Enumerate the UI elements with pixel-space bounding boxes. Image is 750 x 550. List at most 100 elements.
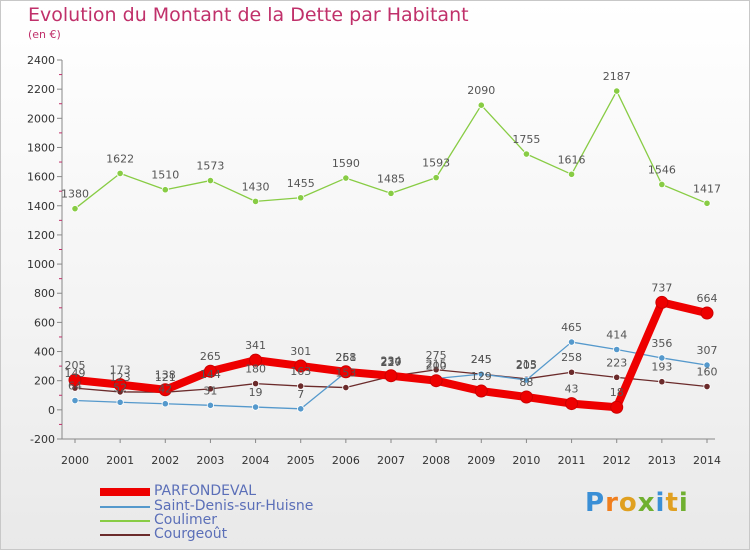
data-label-saint-denis-sur-huisne: 64 bbox=[68, 380, 82, 393]
data-point-coulimer bbox=[567, 170, 576, 178]
data-point-parfondeval bbox=[249, 353, 263, 367]
data-label-saint-denis-sur-huisne: 258 bbox=[335, 351, 356, 364]
x-tick-label: 2012 bbox=[603, 454, 631, 467]
data-point-saint-denis-sur-huisne bbox=[613, 345, 621, 354]
data-label-parfondeval: 129 bbox=[471, 370, 492, 383]
x-tick-label: 2010 bbox=[512, 454, 540, 467]
data-point-parfondeval bbox=[384, 369, 398, 383]
data-label-saint-denis-sur-huisne: 356 bbox=[651, 337, 672, 350]
legend-swatch bbox=[100, 488, 150, 496]
data-label-saint-denis-sur-huisne: 205 bbox=[516, 359, 537, 372]
x-tick-label: 2004 bbox=[242, 454, 270, 467]
data-label-saint-denis-sur-huisne: 465 bbox=[561, 321, 582, 334]
data-label-coulimer: 1616 bbox=[558, 153, 586, 166]
data-point-coulimer bbox=[342, 174, 350, 182]
x-tick-label: 2003 bbox=[196, 454, 224, 467]
data-label-saint-denis-sur-huisne: 42 bbox=[158, 383, 172, 396]
data-label-courgeo-t: 180 bbox=[245, 363, 266, 376]
x-tick-label: 2013 bbox=[648, 454, 676, 467]
data-point-parfondeval bbox=[700, 306, 714, 320]
legend-swatch bbox=[100, 534, 150, 536]
data-label-courgeo-t: 163 bbox=[290, 365, 311, 378]
data-label-parfondeval: 265 bbox=[200, 350, 221, 363]
data-point-courgeo-t bbox=[297, 382, 305, 390]
data-point-saint-denis-sur-huisne bbox=[703, 361, 711, 369]
data-label-parfondeval: 43 bbox=[565, 383, 579, 396]
data-label-saint-denis-sur-huisne: 307 bbox=[697, 344, 718, 357]
data-label-saint-denis-sur-huisne: 19 bbox=[249, 386, 263, 399]
legend-swatch bbox=[100, 506, 150, 508]
data-point-coulimer bbox=[116, 169, 124, 178]
y-tick-label: 200 bbox=[34, 375, 55, 388]
data-label-saint-denis-sur-huisne: 7 bbox=[297, 388, 304, 401]
data-label-courgeo-t: 230 bbox=[381, 355, 402, 368]
data-point-coulimer bbox=[658, 180, 666, 189]
y-tick-label: 2200 bbox=[27, 83, 55, 96]
y-tick-label: 600 bbox=[34, 316, 55, 329]
y-tick-label: 1400 bbox=[27, 200, 55, 213]
legend-label: Coulimer bbox=[154, 512, 217, 528]
data-label-saint-denis-sur-huisne: 52 bbox=[113, 381, 127, 394]
data-label-parfondeval: 200 bbox=[426, 360, 447, 373]
data-point-parfondeval bbox=[68, 373, 82, 387]
data-label-coulimer: 2187 bbox=[603, 70, 631, 83]
y-tick-label: 1000 bbox=[27, 258, 55, 271]
y-tick-label: 400 bbox=[34, 346, 55, 359]
data-point-parfondeval bbox=[158, 383, 172, 397]
legend-label: PARFONDEVAL bbox=[154, 483, 257, 499]
data-point-saint-denis-sur-huisne bbox=[206, 401, 215, 409]
data-label-courgeo-t: 160 bbox=[697, 366, 718, 379]
data-label-saint-denis-sur-huisne: 227 bbox=[381, 356, 402, 369]
data-label-courgeo-t: 258 bbox=[561, 351, 582, 364]
chart-subtitle: (en €) bbox=[28, 28, 61, 41]
data-label-coulimer: 1455 bbox=[287, 177, 315, 190]
x-tick-label: 2005 bbox=[287, 454, 315, 467]
data-point-parfondeval bbox=[203, 364, 217, 378]
data-point-saint-denis-sur-huisne bbox=[251, 403, 260, 411]
x-tick-label: 2001 bbox=[106, 454, 134, 467]
data-label-coulimer: 1573 bbox=[196, 160, 224, 173]
data-point-parfondeval bbox=[565, 397, 579, 411]
data-point-coulimer bbox=[161, 186, 169, 194]
y-tick-label: 1600 bbox=[27, 171, 55, 184]
data-label-courgeo-t: 149 bbox=[65, 367, 86, 380]
data-label-coulimer: 1417 bbox=[693, 182, 721, 195]
x-tick-label: 2000 bbox=[61, 454, 89, 467]
data-label-parfondeval: 341 bbox=[245, 339, 266, 352]
data-label-coulimer: 1430 bbox=[242, 180, 270, 193]
x-tick-label: 2006 bbox=[332, 454, 360, 467]
data-point-parfondeval bbox=[294, 359, 308, 373]
data-point-saint-denis-sur-huisne bbox=[658, 354, 666, 362]
data-label-courgeo-t: 223 bbox=[606, 356, 627, 369]
data-point-coulimer bbox=[522, 150, 531, 158]
data-point-coulimer bbox=[613, 87, 621, 95]
data-label-coulimer: 2090 bbox=[467, 84, 495, 97]
data-label-parfondeval: 88 bbox=[519, 376, 533, 389]
data-label-courgeo-t: 245 bbox=[471, 353, 492, 366]
data-label-courgeo-t: 123 bbox=[110, 371, 131, 384]
data-label-coulimer: 1755 bbox=[512, 133, 540, 146]
legend-label: Saint-Denis-sur-Huisne bbox=[154, 498, 314, 514]
data-label-saint-denis-sur-huisne: 245 bbox=[471, 353, 492, 366]
data-label-saint-denis-sur-huisne: 215 bbox=[426, 358, 447, 371]
x-tick-label: 2014 bbox=[693, 454, 721, 467]
data-label-parfondeval: 18 bbox=[610, 386, 624, 399]
data-point-coulimer bbox=[432, 174, 440, 182]
data-point-saint-denis-sur-huisne bbox=[522, 376, 531, 384]
data-point-parfondeval bbox=[474, 384, 488, 398]
data-point-coulimer bbox=[387, 189, 395, 197]
x-tick-label: 2011 bbox=[558, 454, 586, 467]
x-tick-label: 2008 bbox=[422, 454, 450, 467]
data-label-saint-denis-sur-huisne: 31 bbox=[203, 384, 217, 397]
data-label-courgeo-t: 121 bbox=[155, 371, 176, 384]
data-label-coulimer: 1622 bbox=[106, 152, 134, 165]
y-tick-label: 2000 bbox=[27, 112, 55, 125]
data-label-coulimer: 1485 bbox=[377, 172, 405, 185]
data-point-saint-denis-sur-huisne bbox=[567, 338, 576, 346]
data-point-parfondeval bbox=[339, 365, 353, 379]
data-point-courgeo-t bbox=[613, 373, 621, 381]
data-label-coulimer: 1593 bbox=[422, 157, 450, 170]
legend-swatch bbox=[100, 520, 150, 522]
data-point-courgeo-t bbox=[567, 368, 576, 376]
data-point-coulimer bbox=[297, 194, 305, 202]
